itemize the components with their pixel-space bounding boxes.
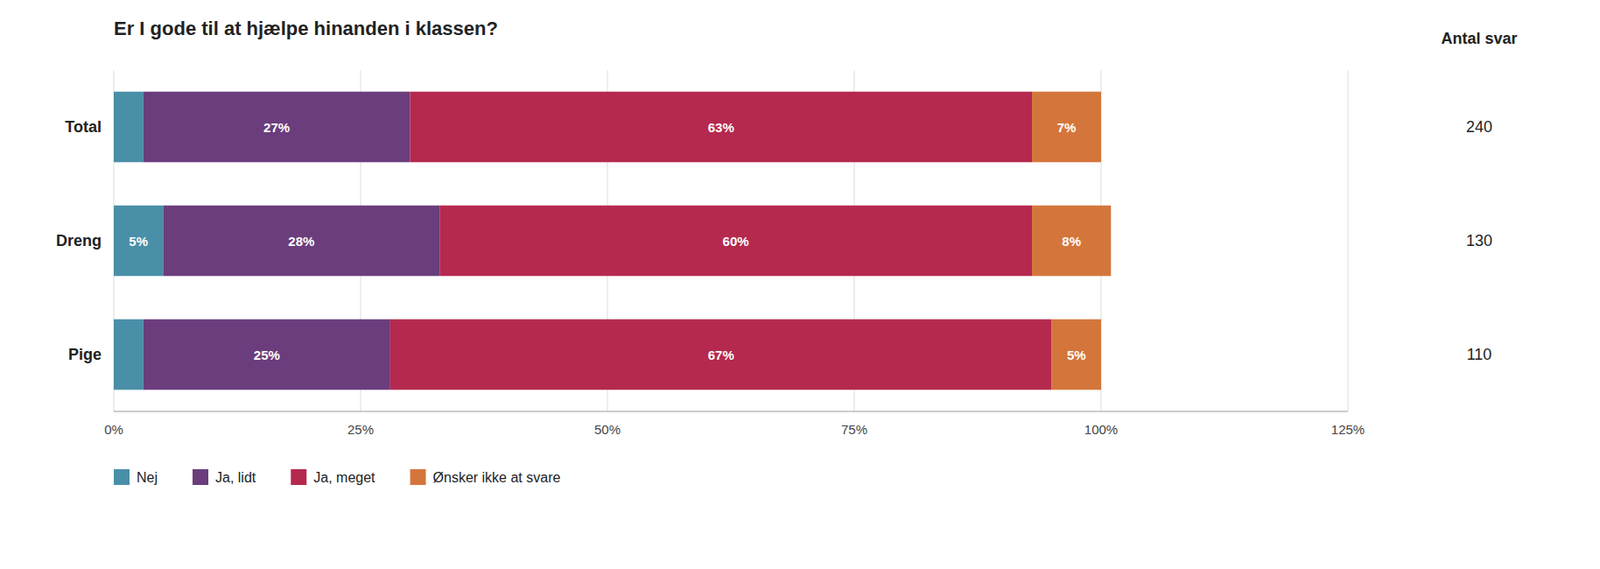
count: 240 xyxy=(1466,118,1493,136)
bar-segment xyxy=(390,319,1053,391)
tick-label: 25% xyxy=(347,421,374,437)
bars xyxy=(113,91,1111,391)
tick-label: 50% xyxy=(594,421,621,437)
data-label: 5% xyxy=(1066,347,1087,363)
counts-title: Antal svar xyxy=(1440,29,1517,48)
data-label: 25% xyxy=(253,347,281,363)
bar-segment xyxy=(113,91,144,163)
data-label: 27% xyxy=(263,119,290,135)
count: 130 xyxy=(1466,231,1493,250)
count: 110 xyxy=(1466,345,1493,364)
bar-segment xyxy=(1052,319,1102,391)
bar-segment xyxy=(1031,205,1111,277)
tick-label: 75% xyxy=(841,421,868,437)
category-label: Total xyxy=(64,118,102,136)
chart: Er I gode til at hjælpe hinanden i klass… xyxy=(0,0,1600,569)
data-label: 63% xyxy=(708,119,735,135)
category-label: Pige xyxy=(68,345,102,364)
legend-swatch xyxy=(290,469,307,485)
data-label: 28% xyxy=(287,233,315,249)
data-label: 7% xyxy=(1057,119,1077,135)
legend-swatch xyxy=(410,469,427,485)
bar-segment xyxy=(439,205,1032,277)
bar-segment xyxy=(1031,91,1102,163)
bar-segment xyxy=(113,319,144,391)
bar-segment xyxy=(113,205,163,277)
tick-label: 100% xyxy=(1084,421,1118,437)
grid-line xyxy=(1347,70,1349,412)
tick-label: 125% xyxy=(1331,421,1365,437)
data-label: 60% xyxy=(722,233,750,249)
data-label: 8% xyxy=(1061,233,1081,249)
bar-segment xyxy=(143,91,411,163)
legend-swatch xyxy=(192,469,209,485)
legend-label: Ønsker ikke at svare xyxy=(433,470,562,485)
x-axis-line xyxy=(113,411,1348,413)
legend-label: Nej xyxy=(136,470,158,485)
bar-segment xyxy=(409,91,1032,163)
grid xyxy=(113,70,1348,412)
legend-label: Ja, lidt xyxy=(215,470,257,485)
title: Er I gode til at hjælpe hinanden i klass… xyxy=(113,17,499,40)
legend-swatch xyxy=(113,469,130,485)
legend: Nej Ja, lidt Ja, meget Ønsker ikke at svare xyxy=(113,469,561,485)
tick-label: 0% xyxy=(104,421,124,437)
data-labels: 27% 63% 7% 5% 28% 60% 8% 25% 67% 5% xyxy=(128,119,1086,363)
legend-label: Ja, meget xyxy=(313,470,376,485)
data-label: 5% xyxy=(128,233,148,249)
bar-segment xyxy=(162,205,440,277)
bar-segment xyxy=(143,319,391,391)
category-label: Dreng xyxy=(56,231,102,250)
data-label: 67% xyxy=(708,347,735,363)
